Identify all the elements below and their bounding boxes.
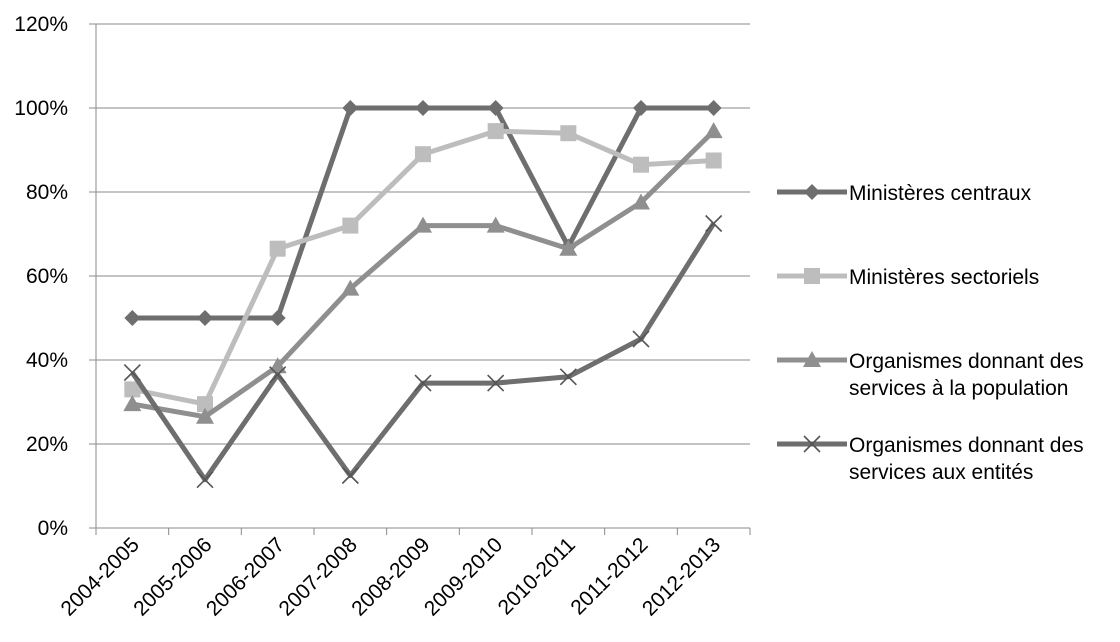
legend-label: Organismes donnant des bbox=[849, 434, 1084, 457]
series-group bbox=[124, 100, 722, 326]
data-point bbox=[341, 279, 360, 296]
legend-label: Ministères centraux bbox=[849, 182, 1032, 205]
data-point bbox=[196, 471, 214, 489]
x-tick-label: 2005-2006 bbox=[129, 533, 216, 620]
legend: Ministères centraux Ministères sectoriels… bbox=[777, 182, 1084, 484]
y-tick-label: 120% bbox=[14, 13, 68, 36]
data-point bbox=[559, 368, 577, 386]
legend-marker bbox=[803, 351, 821, 367]
x-tick-label: 2008-2009 bbox=[347, 533, 434, 620]
series-layer bbox=[123, 100, 723, 489]
data-point bbox=[559, 239, 578, 256]
data-point bbox=[704, 122, 723, 139]
data-point bbox=[633, 100, 649, 116]
legend-item: Organismes donnant des services à la popu… bbox=[777, 350, 1084, 400]
data-point bbox=[632, 330, 650, 348]
data-point bbox=[486, 216, 505, 233]
data-point bbox=[487, 100, 504, 116]
legend-marker bbox=[803, 435, 821, 453]
data-point bbox=[487, 374, 505, 392]
series-line bbox=[130, 222, 716, 483]
x-tick-label: 2010-2011 bbox=[494, 533, 580, 619]
legend-marker bbox=[804, 184, 820, 200]
x-tick-label: 2009-2010 bbox=[420, 533, 507, 620]
y-tick-label: 60% bbox=[26, 265, 68, 288]
legend-label: Ministères sectoriels bbox=[849, 266, 1039, 289]
data-point bbox=[269, 240, 286, 257]
data-point bbox=[124, 381, 141, 398]
y-tick-label: 40% bbox=[26, 349, 68, 372]
data-point bbox=[269, 366, 287, 384]
x-axis-ticks: 2004-20052005-20062006-20072007-20082008… bbox=[57, 528, 751, 621]
y-tick-label: 0% bbox=[38, 517, 68, 540]
data-point bbox=[415, 146, 431, 163]
data-point bbox=[269, 310, 286, 326]
data-point bbox=[341, 466, 359, 485]
y-tick-label: 100% bbox=[14, 97, 68, 120]
legend-item: Ministères centraux bbox=[777, 182, 1032, 205]
data-point bbox=[705, 214, 723, 233]
data-point bbox=[124, 310, 141, 326]
legend-label: services aux entités bbox=[849, 461, 1033, 484]
data-point bbox=[197, 310, 213, 326]
data-point bbox=[705, 100, 722, 116]
series-group bbox=[123, 122, 723, 424]
data-point bbox=[123, 364, 141, 382]
data-point bbox=[414, 216, 432, 233]
series-group bbox=[123, 214, 723, 489]
legend-label: Organismes donnant des bbox=[849, 350, 1084, 373]
series-line bbox=[131, 128, 714, 407]
x-tick-label: 2007-2008 bbox=[275, 533, 362, 620]
x-tick-label: 2012-2013 bbox=[638, 533, 725, 620]
series-group bbox=[124, 123, 722, 413]
data-point bbox=[414, 374, 432, 392]
y-tick-label: 20% bbox=[26, 433, 68, 456]
data-point bbox=[415, 100, 431, 116]
legend-item: Organismes donnant des services aux entit… bbox=[777, 434, 1084, 484]
data-point bbox=[487, 123, 504, 140]
x-tick-label: 2004-2005 bbox=[57, 533, 144, 620]
legend-item: Ministères sectoriels bbox=[777, 266, 1039, 289]
data-point bbox=[342, 217, 359, 234]
data-point bbox=[123, 395, 142, 412]
legend-label: services à la population bbox=[849, 377, 1068, 400]
data-point bbox=[197, 396, 213, 413]
legend-marker bbox=[804, 268, 820, 284]
data-point bbox=[705, 152, 722, 169]
data-point bbox=[632, 193, 650, 210]
data-point bbox=[342, 100, 359, 116]
y-tick-label: 80% bbox=[26, 181, 68, 204]
y-axis-ticks: 0% 20% 40% 60% 80% 100% 120% bbox=[14, 13, 96, 540]
data-point bbox=[196, 407, 214, 424]
x-tick-label: 2006-2007 bbox=[202, 533, 289, 620]
data-point bbox=[560, 125, 577, 142]
data-point bbox=[633, 156, 649, 173]
